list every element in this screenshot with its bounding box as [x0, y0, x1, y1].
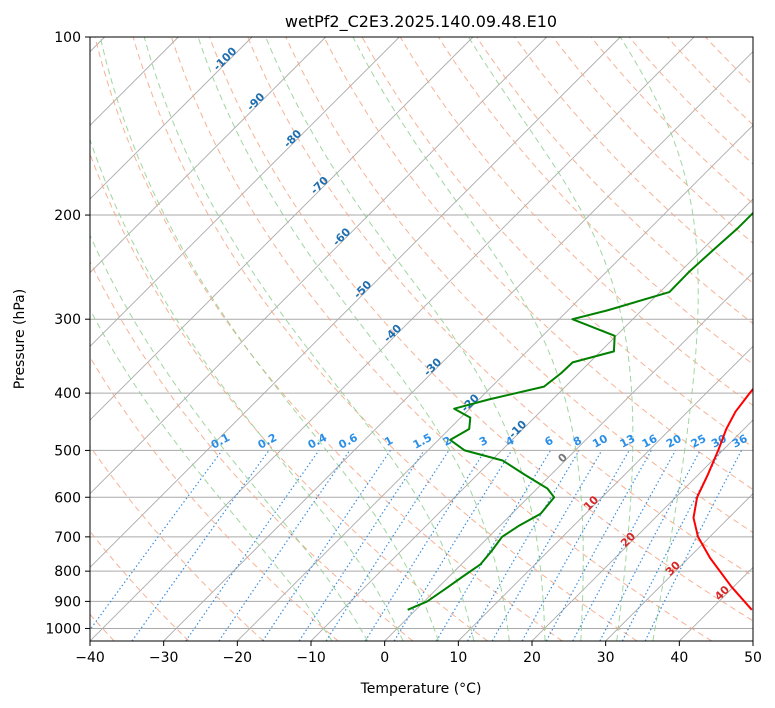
x-axis: −40 −30 −20 −10 0 10 20 30 40 50 — [75, 641, 762, 666]
x-tick-label: 0 — [380, 650, 389, 666]
temperature-profile-line — [692, 387, 753, 611]
dry-adiabat-20 — [94, 37, 563, 641]
isotherm-20 — [531, 419, 753, 641]
isotherm-30 — [605, 493, 753, 641]
mixing-ratio-label: 36 — [730, 432, 750, 451]
x-tick-label: −10 — [296, 650, 326, 666]
mixing-ratio-label: 16 — [640, 432, 660, 451]
mixing-ratio-line-6 — [325, 450, 450, 641]
x-tick-label: −30 — [149, 650, 179, 666]
mixing-ratio-label: 10 — [590, 432, 610, 451]
mixing-ratio-label: 20 — [664, 432, 684, 451]
mixing-ratio-line-9 — [435, 450, 552, 641]
profile-series — [407, 211, 753, 611]
plot-frame — [89, 36, 754, 642]
isotherm-0 — [384, 272, 753, 641]
moist-adiabat-0 — [90, 138, 404, 641]
y-tick-label: 700 — [54, 530, 81, 546]
moist-adiabat--5 — [90, 234, 369, 641]
isotherm--80 — [90, 37, 400, 347]
dry-adiabat-0 — [90, 260, 414, 641]
isotherm-10 — [458, 345, 753, 641]
x-tick-label: 20 — [523, 650, 541, 666]
dry-adiabat-80 — [323, 37, 753, 491]
y-tick-label: 400 — [54, 386, 81, 402]
mixing-ratio-line-3 — [218, 450, 351, 641]
isotherm--40 — [90, 37, 695, 641]
y-axis-label: Pressure (hPa) — [12, 289, 28, 389]
x-tick-label: 50 — [744, 650, 762, 666]
dry-adiabat-30 — [132, 37, 638, 641]
x-tick-label: 10 — [449, 650, 467, 666]
moist-adiabat-10 — [143, 37, 475, 641]
isotherm--100 — [90, 37, 253, 200]
chart-title: wetPf2_C2E3.2025.140.09.48.E10 — [285, 12, 557, 32]
y-tick-label: 500 — [54, 443, 81, 459]
mixing-ratio-line-10 — [466, 450, 580, 641]
dry-adiabat-50 — [209, 37, 753, 622]
skewed-isotherms — [90, 37, 753, 641]
isotherm--90 — [90, 37, 326, 274]
moist-adiabat-15 — [197, 37, 510, 641]
y-tick-label: 600 — [54, 490, 81, 506]
isotherm--50 — [90, 37, 621, 568]
x-axis-label: Temperature (°C) — [360, 681, 482, 697]
moist-adiabat-35 — [619, 37, 699, 641]
mixing-ratio-line-14 — [572, 450, 677, 641]
dewpoint-profile-line — [407, 211, 753, 611]
isotherm--60 — [90, 37, 547, 495]
isobar-gridlines — [90, 37, 753, 629]
dry-adiabat-90 — [361, 37, 753, 448]
mixing-ratio-line-8 — [393, 450, 513, 641]
moist-adiabat--10 — [90, 308, 333, 641]
isotherm--70 — [90, 37, 474, 421]
dry-adiabat--20 — [90, 445, 264, 641]
y-tick-label: 800 — [54, 564, 81, 580]
mixing-ratio-line-11 — [491, 450, 603, 641]
mixing-ratio-line-13 — [545, 450, 652, 641]
moist-adiabat-25 — [352, 37, 584, 641]
dry-adiabat-40 — [170, 37, 712, 641]
moist-adiabat-5 — [99, 37, 439, 641]
dry-adiabat-150 — [590, 37, 753, 205]
mixing-ratio-line-0 — [90, 450, 223, 631]
dry-adiabat-160 — [628, 37, 753, 165]
y-tick-label: 200 — [54, 208, 81, 224]
x-tick-label: 40 — [670, 650, 688, 666]
dry-adiabat-60 — [247, 37, 753, 577]
moist-adiabat-20 — [265, 37, 546, 641]
isotherm--30 — [163, 51, 753, 641]
mixing-ratio-line-7 — [364, 450, 486, 641]
dry-adiabats — [90, 37, 753, 641]
y-tick-label: 100 — [54, 30, 81, 46]
y-tick-label: 900 — [54, 594, 81, 610]
mixing-ratio-lines — [90, 450, 743, 641]
x-tick-label: −20 — [223, 650, 253, 666]
y-tick-label: 1000 — [45, 621, 81, 637]
x-tick-label: −40 — [75, 650, 105, 666]
dry-adiabat-120 — [476, 37, 753, 325]
y-tick-label: 300 — [54, 312, 81, 328]
x-tick-label: 30 — [597, 650, 615, 666]
mixing-ratio-label: 13 — [618, 432, 638, 451]
mixing-ratio-line-12 — [521, 450, 630, 641]
mixing-ratio-label: 25 — [689, 432, 709, 451]
moist-adiabats — [90, 37, 699, 641]
dry-adiabat-130 — [514, 37, 753, 284]
isotherm--20 — [237, 124, 753, 641]
dry-adiabat-100 — [399, 37, 753, 407]
mixing-ratio-line-1 — [131, 450, 270, 641]
y-axis: 100 200 300 400 500 600 700 800 900 1000 — [45, 30, 90, 637]
